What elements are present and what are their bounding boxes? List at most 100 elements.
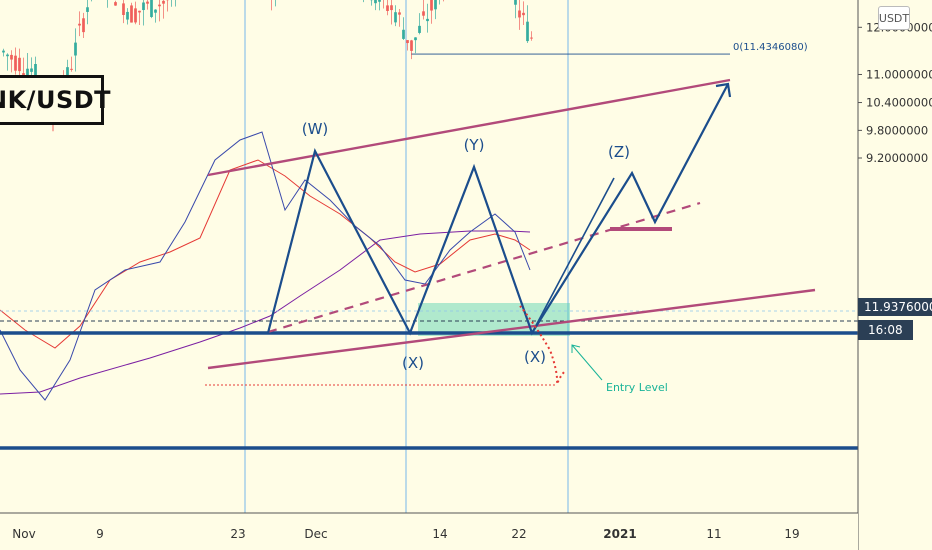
candle [522,1,525,26]
currency-button-label: USDT [878,11,910,25]
candle [6,53,9,71]
candle-body [30,68,33,72]
candle [158,0,161,22]
candle [383,0,384,9]
candle-body [386,5,389,11]
candle [414,37,417,54]
candle-body [530,37,533,39]
ma-slow-line [0,230,531,395]
ma-fast-line [0,131,531,401]
candle-body [134,8,137,23]
candle-body [390,5,393,11]
candle-body [78,23,81,26]
candle-body [86,7,89,12]
wave-label: (X) [524,348,546,366]
candle [439,0,440,5]
fibonacci-retracement[interactable]: 1(16.3672467)0.786(15.3116603)0.618(14.4… [411,0,830,55]
candle-body [410,40,413,51]
candle [14,47,17,75]
price-axis-bg [858,0,932,550]
candle [70,56,73,72]
candle [386,0,389,16]
candle [418,13,421,35]
candle-body [418,25,421,33]
candle-body [74,42,77,56]
countdown-text: 16:08 [868,323,903,337]
candle [394,5,397,27]
candle-body [422,11,425,16]
price-tick-label: 10.4000000 [866,96,932,110]
candle [426,3,429,33]
candle-body [146,1,149,4]
wave-alt-path [531,177,615,334]
candle [146,0,149,10]
candle-body [14,55,17,71]
candle-body [114,2,117,6]
candle-body [398,12,401,15]
candle [122,0,125,24]
drawing-overlays[interactable]: Entry Level (W) (X) (Y) (X) (Z) [0,78,858,450]
candle-body [142,2,145,11]
candle-body [378,0,381,2]
currency-button[interactable]: USDT [878,6,910,30]
time-axis-bg [0,513,858,550]
candle [410,39,413,60]
candle-body [10,54,13,60]
candle-body [18,57,21,72]
wave-path [266,83,729,336]
candle [150,0,153,19]
wave-label: (W) [302,120,329,138]
time-tick-label: 22 [511,527,526,541]
entry-level-label: Entry Level [606,381,668,394]
candle [142,0,145,26]
last-price-badge: 11.9376000 [858,298,932,316]
candle-body [374,0,377,4]
candle-body [514,0,517,5]
candle-body [430,0,433,11]
candle-body [70,68,73,70]
wave-label: (Z) [608,143,630,161]
candle [114,0,117,6]
candle-body [518,10,521,18]
candle [138,10,141,26]
candle-body [150,0,153,17]
candle [406,40,409,51]
candle [166,0,169,12]
candle [271,0,272,11]
candle [514,0,517,19]
candle-body [2,50,5,53]
wave-label: (Y) [464,136,485,154]
candle-body [526,21,529,42]
candle-body [34,64,37,86]
candle [398,9,401,27]
candle-body [434,0,437,10]
symbol-label: NK/USDT [0,86,112,114]
candle-body [126,11,129,20]
candle [518,0,521,30]
candle [374,0,377,11]
candle [2,48,5,57]
candle-body [402,29,405,39]
candle-body [426,18,429,22]
candle-body [26,68,29,78]
wave-label: (X) [402,354,424,372]
candle-body [130,5,133,23]
drop-projection-path [519,305,567,385]
candle [107,0,108,8]
channel-lower-line [207,288,816,370]
entry-arrow-head [571,344,581,353]
time-tick-label: 14 [432,527,447,541]
time-tick-label: Dec [304,527,327,541]
candle [390,0,393,25]
candle [530,31,533,41]
candle-body [394,12,397,23]
time-tick-label: 11 [706,527,721,541]
candle [10,50,13,73]
last-price-text: 11.9376000 [864,300,932,314]
candle [275,0,276,7]
channel-upper-line [207,78,731,177]
